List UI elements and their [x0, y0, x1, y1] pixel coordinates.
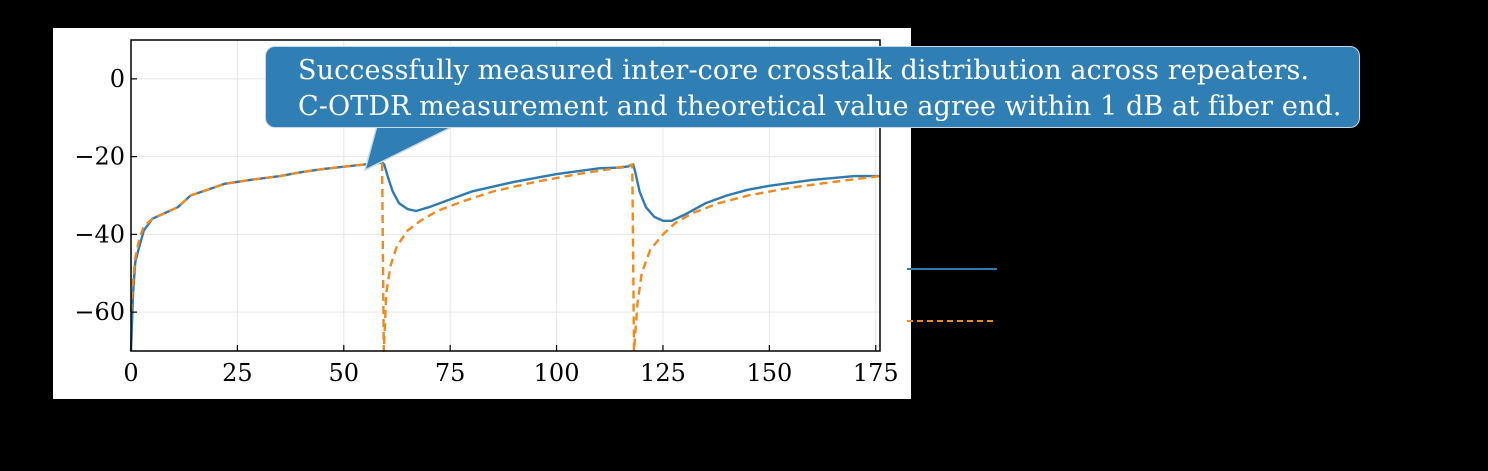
annotation-line-2: C-OTDR measurement and theoretical value…	[298, 91, 1342, 122]
callout-tail	[363, 121, 463, 172]
y-tick-label: −60	[74, 298, 125, 326]
annotation-line-1: Successfully measured inter-core crossta…	[298, 55, 1310, 86]
x-tick-label: 50	[329, 359, 360, 387]
x-tick-label: 25	[222, 359, 253, 387]
y-tick-label: 0	[110, 65, 125, 93]
series-line-theoretical	[129, 162, 881, 353]
x-tick-labels: 0 25 50 75 100 125 150 175	[123, 359, 898, 387]
legend	[907, 268, 997, 322]
x-tick-label: 0	[123, 359, 138, 387]
y-tick-labels: 0 −20 −40 −60	[74, 65, 125, 326]
x-tick-label: 150	[746, 359, 792, 387]
series-layer	[129, 161, 881, 353]
series-line-measured	[129, 161, 880, 352]
x-tick-label: 125	[640, 359, 686, 387]
axis-ticks	[130, 78, 877, 351]
x-tick-label: 75	[435, 359, 466, 387]
x-tick-label: 175	[853, 359, 899, 387]
y-tick-label: −20	[74, 143, 125, 171]
y-tick-label: −40	[74, 220, 125, 248]
x-tick-label: 100	[534, 359, 580, 387]
annotation-callout: Successfully measured inter-core crossta…	[265, 46, 1360, 128]
plot-frame	[130, 39, 881, 352]
